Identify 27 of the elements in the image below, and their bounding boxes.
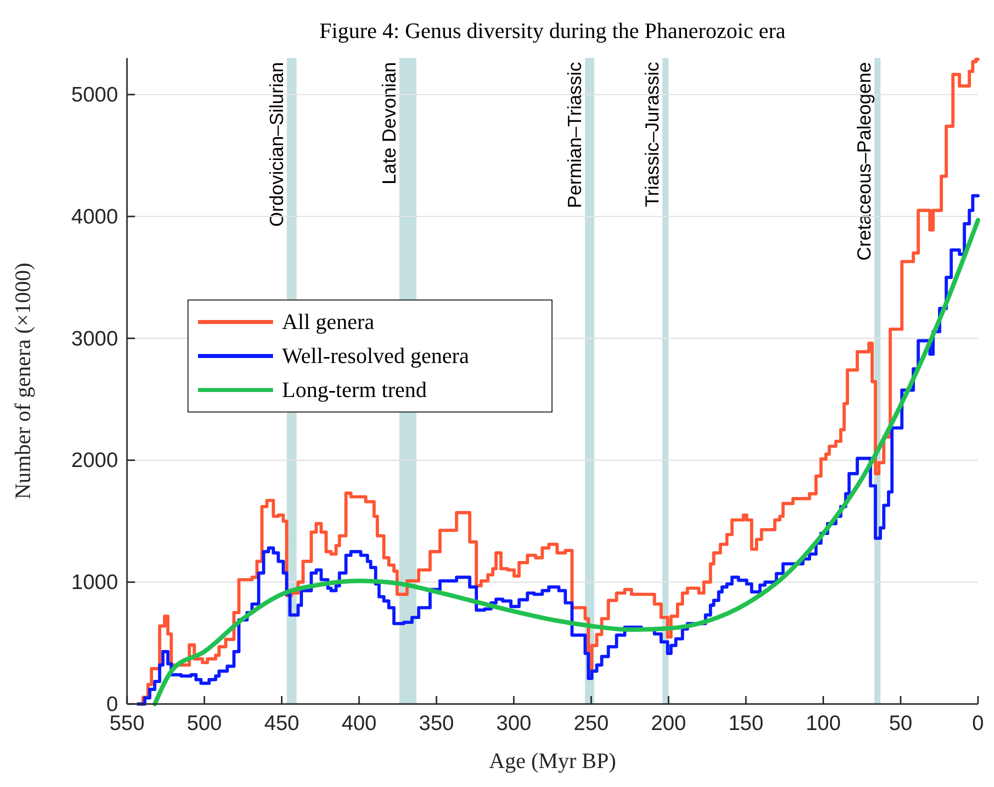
legend-label: Long-term trend <box>282 377 427 402</box>
x-tick-label: 50 <box>888 712 912 735</box>
x-tick-label: 100 <box>806 712 841 735</box>
x-tick-label: 350 <box>418 712 454 735</box>
y-tick-label: 5000 <box>71 84 118 107</box>
band-label: Ordovician–Silurian <box>266 62 288 227</box>
x-tick-label: 200 <box>651 712 686 735</box>
y-tick-label: 2000 <box>71 449 118 472</box>
y-tick-label: 4000 <box>71 205 118 228</box>
y-tick-label: 3000 <box>71 327 118 350</box>
band-label: Triassic–Jurassic <box>642 62 664 207</box>
x-tick-label: 450 <box>264 712 300 735</box>
x-axis-title: Age (Myr BP) <box>488 748 616 773</box>
legend-label: Well-resolved genera <box>282 343 470 368</box>
x-tick-label: 150 <box>728 712 764 735</box>
y-axis-title: Number of genera (×1000) <box>10 262 35 500</box>
x-tick-label: 300 <box>496 712 532 735</box>
y-tick-label: 1000 <box>71 571 118 594</box>
band-label: Permian–Triassic <box>564 62 586 208</box>
x-tick-label: 0 <box>972 712 984 735</box>
x-tick-label: 500 <box>186 712 222 735</box>
band-label: Cretaceous–Paleogene <box>854 62 876 261</box>
chart-title: Figure 4: Genus diversity during the Phanerozoic era <box>319 18 786 43</box>
legend-label: All genera <box>282 309 374 334</box>
x-tick-label: 400 <box>342 712 377 735</box>
x-tick-label: 250 <box>574 712 609 735</box>
band-label: Late Devonian <box>379 62 400 185</box>
